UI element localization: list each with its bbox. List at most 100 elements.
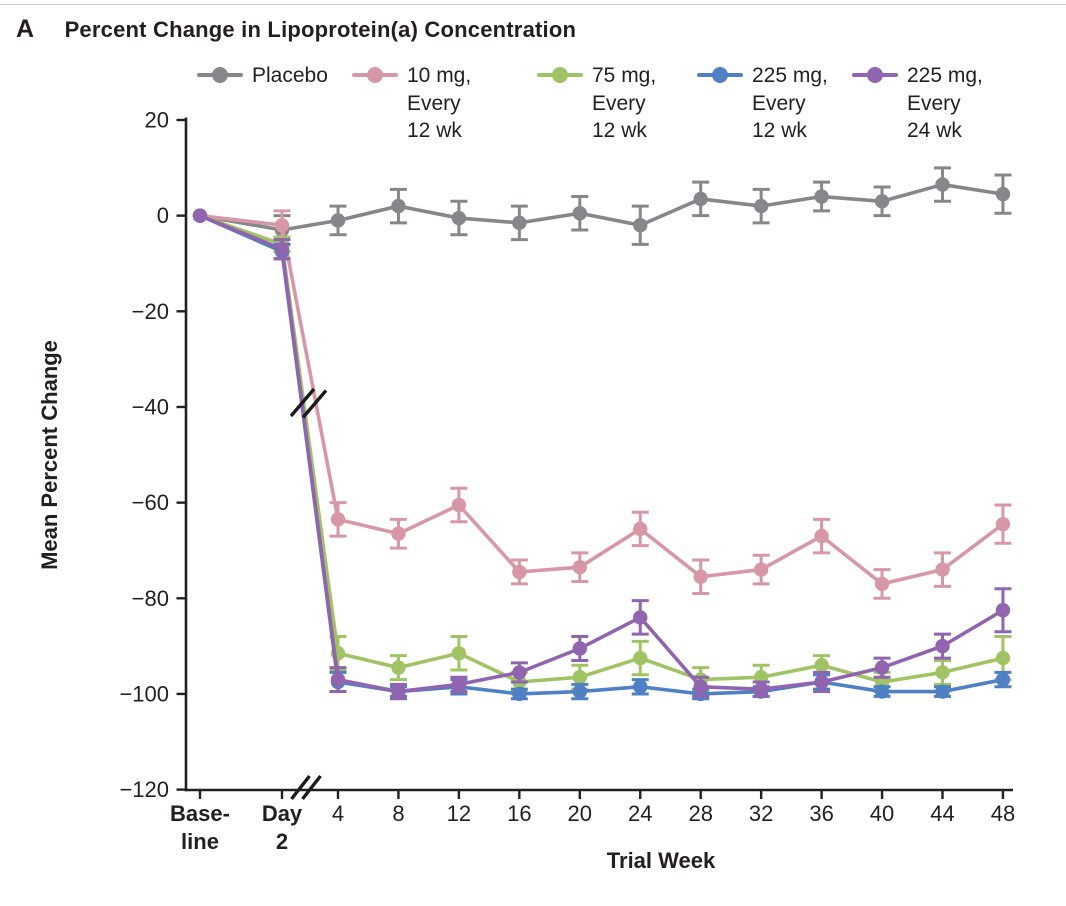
panel-label: A <box>16 15 35 43</box>
legend-item-dose-225mg-q24wk: 225 mg, Every 24 wk <box>852 62 983 145</box>
series-line <box>199 213 1004 684</box>
series-placebo <box>192 166 1012 246</box>
data-point-marker <box>935 638 950 654</box>
data-point-marker <box>874 684 890 699</box>
data-point-marker <box>753 198 769 214</box>
y-tick-label: −20 <box>132 299 169 324</box>
x-tick-label: 4 <box>332 801 344 826</box>
data-point-marker <box>512 686 527 702</box>
legend-item-dose-75mg-q12wk: 75 mg, Every 12 wk <box>537 62 656 145</box>
legend-label: 225 mg, Every 24 wk <box>907 64 983 143</box>
data-point-marker <box>874 660 890 675</box>
legend-label: 75 mg, Every 12 wk <box>592 64 657 143</box>
data-point-marker <box>572 559 587 575</box>
data-point-marker <box>330 512 346 527</box>
x-tick-label: 8 <box>392 801 404 826</box>
break-slash-icon <box>289 387 316 418</box>
figure-header: A Percent Change in Lipoprotein(a) Conce… <box>16 15 576 44</box>
series-line <box>199 213 1005 586</box>
data-point-marker <box>572 206 587 221</box>
break-slash-icon <box>301 389 328 419</box>
x-axis-title: Trial Week <box>607 848 716 873</box>
data-point-marker <box>814 674 829 690</box>
data-point-marker <box>274 241 290 257</box>
data-point-marker <box>633 521 648 537</box>
data-point-marker <box>391 198 406 214</box>
legend-item-dose-10mg-q12wk: 10 mg, Every 12 wk <box>352 62 471 145</box>
legend-item-dose-225mg-q12wk: 225 mg, Every 12 wk <box>697 62 828 145</box>
data-point-marker <box>693 679 708 694</box>
legend: Placebo 10 mg, Every 12 wk 75 mg, Every 12… <box>0 62 1066 167</box>
x-tick-label: 40 <box>870 801 894 826</box>
x-tick-label: 24 <box>628 801 652 826</box>
data-point-marker <box>814 658 829 673</box>
x-tick-label: 28 <box>688 801 712 826</box>
x-tick-label: 36 <box>809 801 833 826</box>
x-tick-label: 16 <box>507 801 531 826</box>
data-point-marker <box>572 684 587 699</box>
data-point-marker <box>391 684 406 699</box>
legend-line-dot-icon <box>852 67 898 83</box>
data-point-marker <box>451 677 467 692</box>
x-tick-label: Day <box>262 801 303 826</box>
data-point-marker <box>935 665 950 680</box>
x-tick-label: 2 <box>276 829 288 854</box>
y-tick-label: −100 <box>119 681 169 706</box>
data-point-marker <box>451 646 467 661</box>
legend-line-dot-icon <box>537 67 583 83</box>
x-tick-label: 32 <box>749 801 773 826</box>
y-tick-label: −60 <box>132 490 169 515</box>
chart-title: Percent Change in Lipoprotein(a) Concent… <box>64 17 577 42</box>
data-point-marker <box>814 528 829 544</box>
x-tick-label: Base- <box>170 801 230 826</box>
y-tick-label: 20 <box>145 108 169 133</box>
axis-break-marks <box>289 387 328 801</box>
series-dose-225mg-q24wk <box>192 208 1012 701</box>
data-point-marker <box>874 194 890 209</box>
data-point-marker <box>633 679 648 694</box>
x-tick-label: 48 <box>991 801 1015 826</box>
data-point-marker <box>391 526 406 541</box>
break-slash-icon <box>290 774 311 801</box>
x-tick-label: 44 <box>930 801 954 826</box>
series-dose-75mg-q12wk <box>192 208 1012 694</box>
data-point-marker <box>995 516 1011 532</box>
data-point-marker <box>935 177 950 192</box>
legend-label: Placebo <box>252 64 328 87</box>
data-point-marker <box>330 213 346 228</box>
y-tick-label: −80 <box>132 586 169 611</box>
data-point-marker <box>451 210 467 226</box>
data-point-marker <box>633 218 648 233</box>
series-line <box>199 214 1004 696</box>
data-point-marker <box>391 660 406 675</box>
x-tick-label: 12 <box>447 801 471 826</box>
y-tick-label: −120 <box>119 777 169 802</box>
series-line <box>199 182 1004 232</box>
data-point-marker <box>192 208 208 223</box>
data-point-marker <box>274 218 290 233</box>
data-point-marker <box>935 684 950 699</box>
series-line <box>199 213 1004 694</box>
x-tick-label: line <box>181 829 219 854</box>
legend-line-dot-icon <box>352 67 398 83</box>
data-point-marker <box>995 603 1011 618</box>
legend-label: 225 mg, Every 12 wk <box>752 64 828 143</box>
data-point-marker <box>512 215 527 231</box>
data-point-marker <box>572 641 587 656</box>
y-tick-label: 0 <box>157 203 169 228</box>
data-point-marker <box>693 569 708 584</box>
data-point-marker <box>935 562 950 577</box>
legend-line-dot-icon <box>197 67 243 83</box>
legend-label: 10 mg, Every 12 wk <box>407 64 472 143</box>
data-point-marker <box>693 191 708 207</box>
y-tick-label: −40 <box>132 394 169 419</box>
data-point-marker <box>753 681 769 697</box>
data-point-marker <box>874 576 890 592</box>
series-dose-225mg-q12wk <box>192 208 1012 702</box>
data-point-marker <box>753 562 769 577</box>
data-point-marker <box>451 497 467 513</box>
series-dose-10mg-q12wk <box>192 208 1012 600</box>
data-point-marker <box>572 670 587 685</box>
